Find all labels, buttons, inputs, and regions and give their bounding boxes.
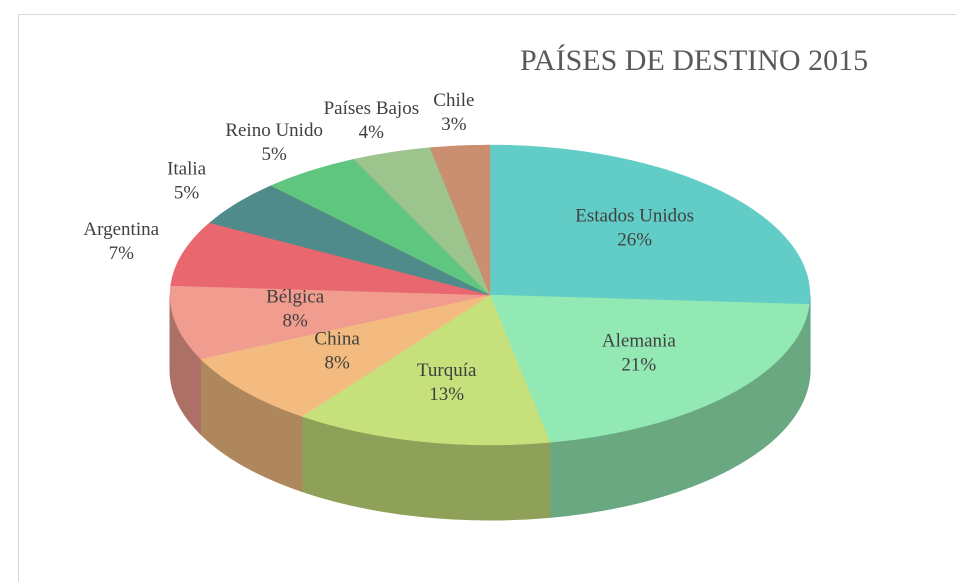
label-name: China	[314, 328, 360, 349]
label-value: 8%	[282, 310, 308, 331]
label-name: Reino Unido	[225, 120, 323, 141]
slice	[199, 294, 491, 417]
slice	[489, 144, 811, 305]
label-value: 26%	[617, 229, 652, 250]
slice	[169, 285, 491, 360]
data-label: Italia 5%	[167, 159, 207, 204]
data-label: Chile 3%	[433, 90, 474, 135]
label-value: 3%	[441, 114, 467, 135]
label-value: 7%	[109, 243, 135, 264]
label-name: Chile	[433, 90, 474, 111]
side-walls	[169, 294, 811, 521]
slice	[170, 222, 491, 296]
data-label: Reino Unido 5%	[225, 120, 323, 165]
label-value: 5%	[261, 144, 287, 165]
data-label: Estados Unidos 26%	[575, 205, 694, 250]
chart-title: PAÍSES DE DESTINO 2015	[520, 44, 868, 77]
label-name: Bélgica	[266, 286, 325, 307]
slice	[489, 294, 810, 443]
label-name: Países Bajos	[324, 98, 420, 119]
slice	[429, 144, 491, 296]
label-value: 8%	[324, 352, 350, 373]
data-label: Alemania 21%	[602, 331, 676, 376]
data-label: Turquía 13%	[417, 360, 477, 405]
labels: Estados Unidos 26% Alemania 21% Turquía 13% Ch…	[83, 90, 694, 405]
slices	[169, 144, 811, 446]
label-name: Alemania	[602, 331, 676, 352]
label-value: 4%	[359, 122, 385, 143]
label-value: 13%	[429, 384, 464, 405]
plot: PAÍSES DE DESTINO 2015 Estados Unidos 26%…	[83, 44, 868, 521]
data-label: Argentina 7%	[83, 219, 159, 264]
data-label: Países Bajos 4%	[324, 98, 420, 143]
label-value: 21%	[621, 355, 656, 376]
data-label: Bélgica 8%	[266, 286, 325, 331]
label-name: Estados Unidos	[575, 205, 694, 226]
slice	[301, 294, 551, 446]
label-value: 5%	[174, 183, 200, 204]
label-name: Italia	[167, 159, 207, 180]
label-name: Turquía	[417, 360, 477, 381]
label-name: Argentina	[83, 219, 159, 240]
data-label: China 8%	[314, 328, 360, 373]
